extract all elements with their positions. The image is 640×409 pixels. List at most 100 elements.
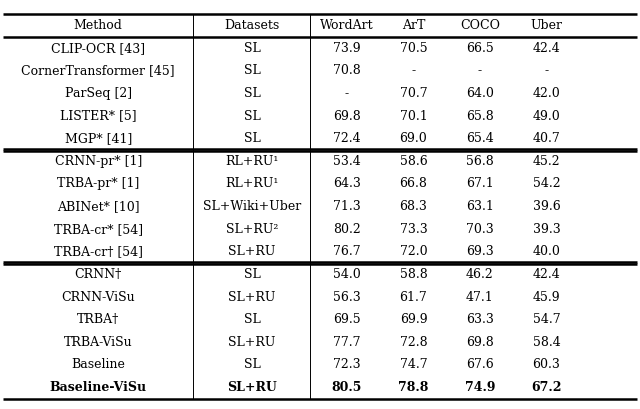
Text: 76.7: 76.7	[333, 245, 361, 258]
Text: -: -	[345, 87, 349, 100]
Text: 72.0: 72.0	[399, 245, 428, 258]
Text: 40.0: 40.0	[532, 245, 561, 258]
Text: SL: SL	[243, 42, 260, 55]
Text: 69.5: 69.5	[333, 313, 361, 326]
Text: 73.9: 73.9	[333, 42, 361, 55]
Text: 40.7: 40.7	[532, 132, 561, 145]
Text: 80.5: 80.5	[332, 381, 362, 394]
Text: 49.0: 49.0	[532, 110, 561, 123]
Text: MGP* [41]: MGP* [41]	[65, 132, 132, 145]
Text: 72.8: 72.8	[399, 336, 428, 349]
Text: 68.3: 68.3	[399, 200, 428, 213]
Text: TRBA-cr† [54]: TRBA-cr† [54]	[54, 245, 143, 258]
Text: 71.3: 71.3	[333, 200, 361, 213]
Text: 72.4: 72.4	[333, 132, 361, 145]
Text: CLIP-OCR [43]: CLIP-OCR [43]	[51, 42, 145, 55]
Text: 80.2: 80.2	[333, 222, 361, 236]
Text: 46.2: 46.2	[466, 268, 494, 281]
Text: SL: SL	[243, 313, 260, 326]
Text: SL+RU²: SL+RU²	[226, 222, 278, 236]
Text: 70.5: 70.5	[399, 42, 428, 55]
Text: 60.3: 60.3	[532, 358, 561, 371]
Text: 67.6: 67.6	[466, 358, 494, 371]
Text: 61.7: 61.7	[399, 290, 428, 303]
Text: 56.8: 56.8	[466, 155, 494, 168]
Text: 69.9: 69.9	[399, 313, 428, 326]
Text: SL: SL	[243, 132, 260, 145]
Text: 69.0: 69.0	[399, 132, 428, 145]
Text: 78.8: 78.8	[398, 381, 429, 394]
Text: 73.3: 73.3	[399, 222, 428, 236]
Text: 70.3: 70.3	[466, 222, 494, 236]
Text: CRNN†: CRNN†	[75, 268, 122, 281]
Text: 54.2: 54.2	[532, 178, 561, 191]
Text: 72.3: 72.3	[333, 358, 361, 371]
Text: 54.0: 54.0	[333, 268, 361, 281]
Text: WordArt: WordArt	[320, 19, 374, 32]
Text: RL+RU¹: RL+RU¹	[225, 155, 278, 168]
Text: 74.7: 74.7	[399, 358, 428, 371]
Text: 39.3: 39.3	[532, 222, 561, 236]
Text: TRBA-cr* [54]: TRBA-cr* [54]	[54, 222, 143, 236]
Text: 69.3: 69.3	[466, 245, 494, 258]
Text: -: -	[412, 64, 415, 77]
Text: SL: SL	[243, 64, 260, 77]
Text: SL+RU: SL+RU	[227, 381, 277, 394]
Text: 54.7: 54.7	[532, 313, 561, 326]
Text: Method: Method	[74, 19, 123, 32]
Text: SL: SL	[243, 358, 260, 371]
Text: TRBA†: TRBA†	[77, 313, 120, 326]
Text: 69.8: 69.8	[333, 110, 361, 123]
Text: CRNN-pr* [1]: CRNN-pr* [1]	[54, 155, 142, 168]
Text: 64.0: 64.0	[466, 87, 494, 100]
Text: 45.2: 45.2	[532, 155, 561, 168]
Text: SL: SL	[243, 110, 260, 123]
Text: 47.1: 47.1	[466, 290, 494, 303]
Text: CRNN-ViSu: CRNN-ViSu	[61, 290, 135, 303]
Text: LISTER* [5]: LISTER* [5]	[60, 110, 136, 123]
Text: 45.9: 45.9	[532, 290, 561, 303]
Text: 39.6: 39.6	[532, 200, 561, 213]
Text: -: -	[545, 64, 548, 77]
Text: TRBA-ViSu: TRBA-ViSu	[64, 336, 132, 349]
Text: SL: SL	[243, 87, 260, 100]
Text: 67.1: 67.1	[466, 178, 494, 191]
Text: 65.4: 65.4	[466, 132, 494, 145]
Text: 70.8: 70.8	[333, 64, 361, 77]
Text: 58.6: 58.6	[399, 155, 428, 168]
Text: ArT: ArT	[402, 19, 425, 32]
Text: -: -	[478, 64, 482, 77]
Text: Datasets: Datasets	[224, 19, 280, 32]
Text: ABINet* [10]: ABINet* [10]	[57, 200, 140, 213]
Text: 66.5: 66.5	[466, 42, 494, 55]
Text: 42.4: 42.4	[532, 42, 561, 55]
Text: 77.7: 77.7	[333, 336, 361, 349]
Text: Baseline-ViSu: Baseline-ViSu	[50, 381, 147, 394]
Text: TRBA-pr* [1]: TRBA-pr* [1]	[57, 178, 140, 191]
Text: SL+Wiki+Uber: SL+Wiki+Uber	[203, 200, 301, 213]
Text: 66.8: 66.8	[399, 178, 428, 191]
Text: ParSeq [2]: ParSeq [2]	[65, 87, 132, 100]
Text: RL+RU¹: RL+RU¹	[225, 178, 278, 191]
Text: 42.0: 42.0	[532, 87, 561, 100]
Text: COCO: COCO	[460, 19, 500, 32]
Text: SL+RU: SL+RU	[228, 290, 276, 303]
Text: 63.3: 63.3	[466, 313, 494, 326]
Text: 58.4: 58.4	[532, 336, 561, 349]
Text: 65.8: 65.8	[466, 110, 494, 123]
Text: 64.3: 64.3	[333, 178, 361, 191]
Text: 56.3: 56.3	[333, 290, 361, 303]
Text: 42.4: 42.4	[532, 268, 561, 281]
Text: Baseline: Baseline	[71, 358, 125, 371]
Text: SL+RU: SL+RU	[228, 245, 276, 258]
Text: Uber: Uber	[531, 19, 563, 32]
Text: 70.7: 70.7	[399, 87, 428, 100]
Text: 74.9: 74.9	[465, 381, 495, 394]
Text: 53.4: 53.4	[333, 155, 361, 168]
Text: CornerTransformer [45]: CornerTransformer [45]	[21, 64, 175, 77]
Text: 63.1: 63.1	[466, 200, 494, 213]
Text: SL: SL	[243, 268, 260, 281]
Text: 67.2: 67.2	[531, 381, 562, 394]
Text: 58.8: 58.8	[399, 268, 428, 281]
Text: SL+RU: SL+RU	[228, 336, 276, 349]
